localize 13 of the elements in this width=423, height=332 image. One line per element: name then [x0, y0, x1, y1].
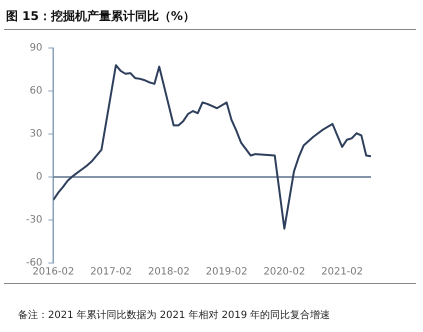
x-tick-label: 2021-02 — [321, 266, 364, 278]
x-tick-label: 2018-02 — [148, 266, 190, 278]
y-tick-label: -30 — [26, 214, 42, 226]
x-tick-label: 2019-02 — [206, 266, 248, 278]
text: 备注：2021 年累计同比数据为 2021 年相对 2019 年的同比复合增速 — [18, 308, 330, 322]
y-tick-label: 30 — [30, 128, 42, 140]
x-tick-label: 2016-02 — [32, 266, 74, 278]
y-tick-label: 90 — [30, 42, 42, 54]
y-tick-label: 60 — [30, 86, 42, 97]
x-tick-label: 2017-02 — [90, 266, 132, 278]
x-tick-label: 2020-02 — [263, 266, 306, 278]
y-tick-label: 0 — [36, 172, 42, 183]
chart-title: 图 15：挖掘机产量累计同比（%） — [6, 8, 195, 25]
